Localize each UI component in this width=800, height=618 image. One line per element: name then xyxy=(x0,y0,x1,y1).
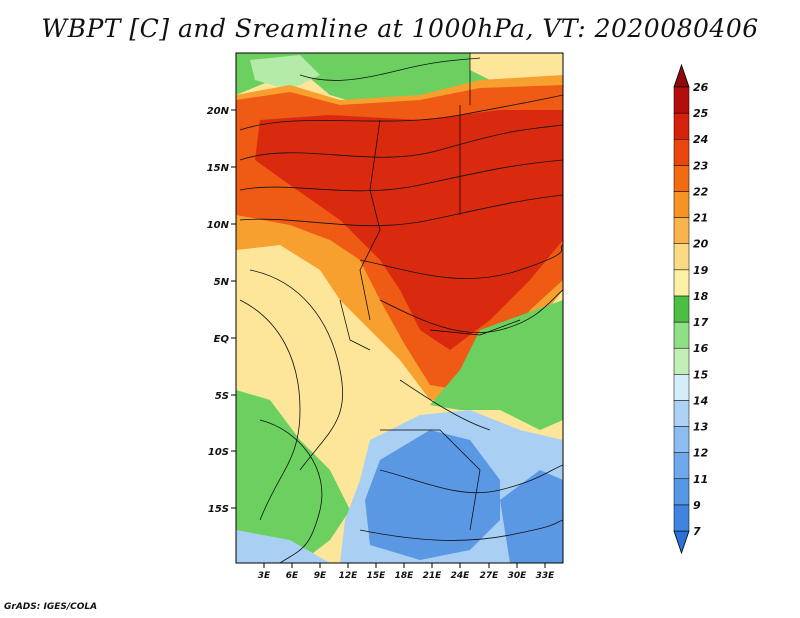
colorbar-segment xyxy=(673,217,690,244)
lon-label-15e: 15E xyxy=(367,571,387,581)
colorbar-label: 13 xyxy=(693,421,709,434)
warmest-core xyxy=(255,110,563,350)
colorbar-segment xyxy=(673,452,690,480)
colorbar-label: 26 xyxy=(693,81,709,94)
lat-label-15s: 15S xyxy=(208,504,229,515)
colorbar-segment xyxy=(673,191,690,218)
west-yellow-area xyxy=(236,250,350,430)
lat-label-10n: 10N xyxy=(207,220,230,231)
map-frame xyxy=(235,52,564,564)
country-borders xyxy=(339,53,521,531)
southwest-green-area xyxy=(236,390,350,563)
colorbar-label: 20 xyxy=(693,238,709,251)
colorbar-segment xyxy=(673,138,690,166)
grads-credit: GrADS: IGES/COLA xyxy=(4,602,98,612)
colorbar-segment xyxy=(673,400,690,427)
colorbar-label: 22 xyxy=(693,185,709,198)
colorbar-segment xyxy=(673,374,690,401)
lon-label-27e: 27E xyxy=(480,571,500,581)
southeast-blue-area xyxy=(500,470,563,563)
colorbar-segment xyxy=(673,165,690,192)
colorbar-label: 12 xyxy=(693,447,709,460)
colorbar-segment xyxy=(673,478,690,506)
lon-label-18e: 18E xyxy=(395,571,415,581)
colorbar-label: 11 xyxy=(693,473,708,486)
colorbar-label: 24 xyxy=(693,133,708,146)
lon-label-6e: 6E xyxy=(286,571,299,581)
colorbar-bottom-arrow xyxy=(673,530,690,555)
colorbar-segment xyxy=(673,426,690,453)
lon-axis: 3E 6E 9E 12E 15E 18E 21E 24E 27E 30E 33E xyxy=(258,563,555,581)
north-light-green-area xyxy=(250,55,320,90)
colorbar-segment xyxy=(673,295,690,323)
colorbar-label: 7 xyxy=(693,525,701,538)
colorbar-segment xyxy=(673,112,690,140)
colorbar-label: 18 xyxy=(693,290,709,303)
lat-label-15n: 15N xyxy=(207,163,230,174)
colorbar-label: 23 xyxy=(693,159,709,172)
lon-label-30e: 30E xyxy=(508,571,528,581)
colorbar-label: 21 xyxy=(693,212,708,225)
lat-label-10s: 10S xyxy=(208,447,229,458)
lat-label-eq: EQ xyxy=(214,334,230,345)
colorbar-label: 16 xyxy=(693,342,709,355)
colorbar-label: 25 xyxy=(693,107,709,120)
lon-label-33e: 33E xyxy=(536,571,556,581)
colorbar: 7 9 11 12 13 14 15 16 17 18 19 20 21 22 23 24 25 26 xyxy=(673,63,709,555)
lon-label-21e: 21E xyxy=(423,571,443,581)
colorbar-segment xyxy=(673,321,690,349)
streamlines xyxy=(239,57,563,563)
lat-label-20n: 20N xyxy=(207,106,230,117)
southwest-light-blue-area xyxy=(236,530,330,563)
colorbar-segment xyxy=(673,347,690,375)
lat-axis: 20N 15N 10N 5N EQ 5S 10S 15S xyxy=(207,106,236,515)
colorbar-label: 14 xyxy=(693,394,708,407)
lat-label-5s: 5S xyxy=(215,391,229,402)
lon-label-12e: 12E xyxy=(339,571,359,581)
colorbar-label: 17 xyxy=(693,316,709,329)
colorbar-label: 15 xyxy=(693,368,709,381)
chart-title: WBPT [C] and Sreamline at 1000hPa, VT: 2… xyxy=(41,14,759,43)
colorbar-segment xyxy=(673,504,690,532)
colorbar-segment xyxy=(673,269,690,297)
east-green-area xyxy=(430,300,563,430)
colorbar-label: 9 xyxy=(693,499,701,512)
lon-label-24e: 24E xyxy=(451,571,471,581)
wbpt-field xyxy=(236,53,563,563)
lon-label-9e: 9E xyxy=(314,571,327,581)
colorbar-top-arrow xyxy=(673,63,690,88)
colorbar-segment xyxy=(673,86,690,114)
lon-label-3e: 3E xyxy=(258,571,271,581)
south-blue-area xyxy=(365,430,500,560)
colorbar-label: 19 xyxy=(693,264,709,277)
colorbar-segment xyxy=(673,243,690,271)
lat-label-5n: 5N xyxy=(214,277,230,288)
